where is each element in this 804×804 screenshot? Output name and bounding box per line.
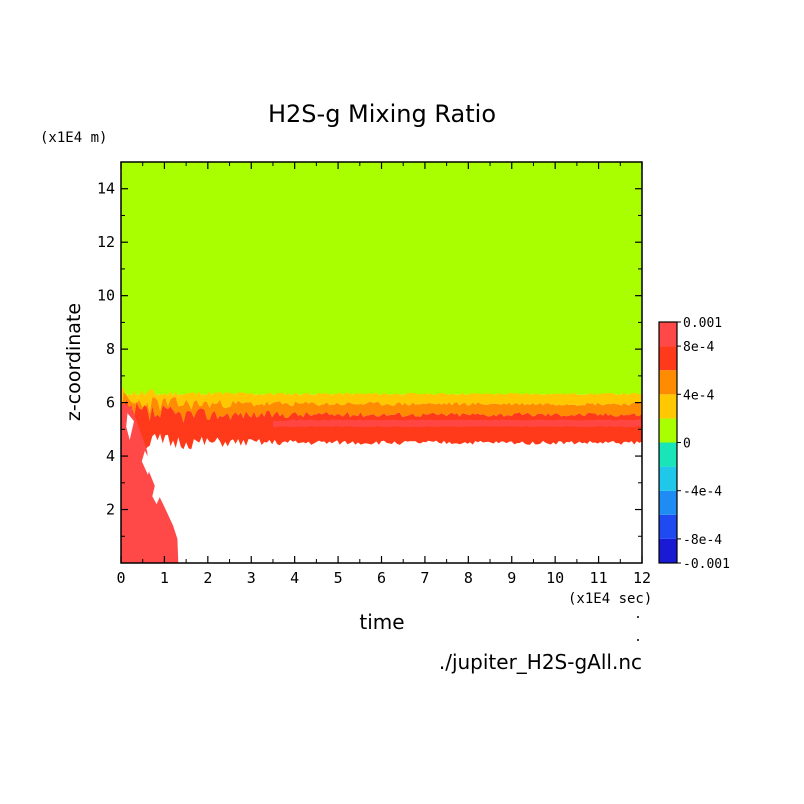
region-gap	[126, 413, 134, 440]
colorbar-segment	[659, 442, 677, 467]
colorbar-segment	[659, 418, 677, 443]
colorbar-label: 0.001	[683, 316, 722, 331]
x-tick-label: 2	[203, 569, 212, 587]
x-tick-label: 6	[377, 569, 386, 587]
region-gap	[141, 450, 152, 475]
region-orange	[121, 392, 642, 423]
colorbar-segment	[659, 346, 677, 371]
colorbar-label: -8e-4	[683, 533, 722, 548]
colorbar-label: -0.001	[683, 557, 730, 572]
y-tick-label: 14	[97, 180, 115, 198]
colorbar-segment	[659, 490, 677, 515]
region-yellow	[121, 387, 642, 415]
x-tick-label: 3	[247, 569, 256, 587]
colorbar-label: 8e-4	[683, 340, 714, 355]
colorbar-label: 0	[683, 437, 691, 452]
y-tick-label: 6	[106, 394, 115, 412]
y-tick-label: 2	[106, 501, 115, 519]
dot-mark	[637, 639, 639, 641]
colorbar-label: 4e-4	[683, 388, 714, 403]
x-tick-label: 12	[633, 569, 651, 587]
y-tick-label: 8	[106, 340, 115, 358]
region-initial-column	[121, 402, 179, 563]
x-axis-label: time	[359, 610, 404, 634]
x-tick-label: 4	[290, 569, 299, 587]
y-tick-label: 10	[97, 287, 115, 305]
colorbar-segment	[659, 370, 677, 395]
colorbar-segment	[659, 514, 677, 539]
colorbar-segment	[659, 322, 677, 347]
y-axis-label: z-coordinate	[63, 303, 85, 421]
region-light-red	[273, 419, 642, 428]
x-tick-label: 5	[334, 569, 343, 587]
x-tick-label: 11	[590, 569, 608, 587]
x-tick-label: 0	[116, 569, 125, 587]
chart-title: H2S-g Mixing Ratio	[268, 100, 496, 128]
colorbar: 0.001 8e-4 4e-4 0 -4e-4 -8e-4 -0.001	[658, 316, 730, 572]
x-tick-label: 7	[420, 569, 429, 587]
plot-area	[121, 162, 642, 563]
x-tick-label: 10	[546, 569, 564, 587]
colorbar-segment	[659, 466, 677, 491]
x-tick-label: 1	[160, 569, 169, 587]
x-tick-label: 9	[507, 569, 516, 587]
y-tick-label: 4	[106, 447, 115, 465]
source-file-label: ./jupiter_H2S-gAll.nc	[439, 650, 642, 674]
x-tick-label: 8	[464, 569, 473, 587]
colorbar-segment	[659, 538, 677, 563]
y-axis-unit: (x1E4 m)	[40, 130, 107, 146]
region-green	[121, 162, 642, 395]
colorbar-segment	[659, 394, 677, 419]
colorbar-label: -4e-4	[683, 485, 722, 500]
x-axis-unit: (x1E4 sec)	[568, 591, 652, 607]
y-tick-label: 12	[97, 233, 115, 251]
dot-mark	[637, 616, 639, 618]
region-gap	[152, 485, 161, 505]
